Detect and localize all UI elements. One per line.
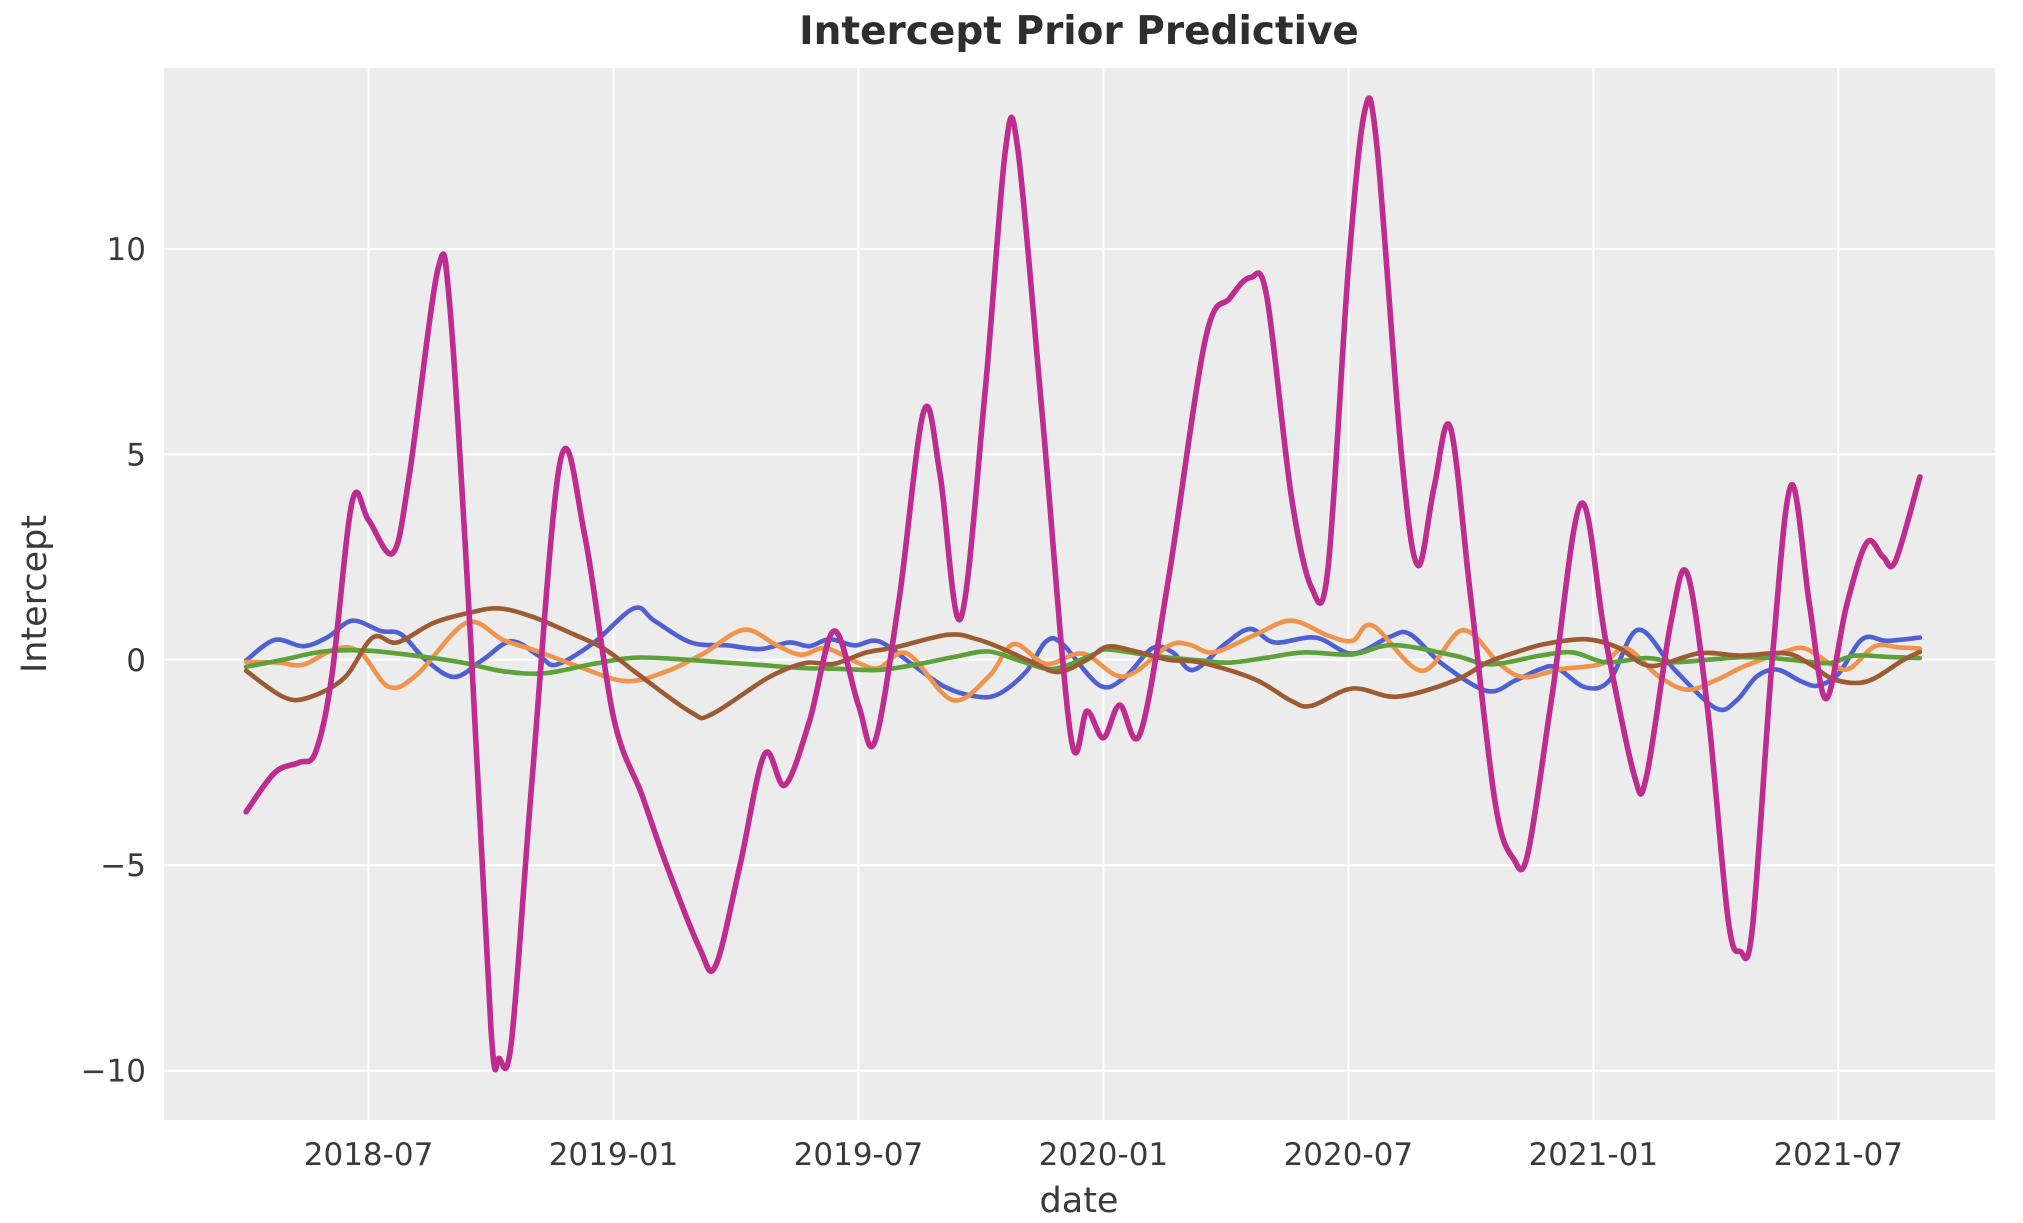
- y-tick-0: 0: [126, 643, 146, 679]
- line-prior-draw-green: [243, 642, 1923, 677]
- series-lines: [243, 95, 1923, 1073]
- y-tick-10: 10: [107, 232, 146, 268]
- y-tick-5: 5: [126, 437, 146, 473]
- line-prior-draw-orange: [243, 618, 1923, 703]
- x-tick-2020-01: 2020-01: [1039, 1137, 1169, 1173]
- line-prior-draw-brown: [243, 605, 1923, 721]
- y-tick--5: −5: [100, 848, 146, 884]
- x-tick-2019-01: 2019-01: [549, 1137, 679, 1173]
- line-prior-draw-magenta: [243, 95, 1923, 1073]
- y-tick--10: −10: [81, 1054, 146, 1090]
- chart-title: Intercept Prior Predictive: [799, 9, 1359, 54]
- x-axis-label: date: [1040, 1181, 1119, 1221]
- y-axis-label: Intercept: [15, 515, 55, 673]
- x-tick-2020-07: 2020-07: [1284, 1137, 1414, 1173]
- x-tick-2018-07: 2018-07: [304, 1137, 434, 1173]
- x-tick-2019-07: 2019-07: [794, 1137, 924, 1173]
- x-tick-labels: 2018-07 2019-01 2019-07 2020-01 2020-07 2021-…: [304, 1137, 1903, 1173]
- x-tick-2021-01: 2021-01: [1529, 1137, 1659, 1173]
- y-tick-labels: −10 −5 0 5 10: [81, 232, 146, 1090]
- x-tick-2021-07: 2021-07: [1773, 1137, 1903, 1173]
- plot-area: [164, 68, 1995, 1120]
